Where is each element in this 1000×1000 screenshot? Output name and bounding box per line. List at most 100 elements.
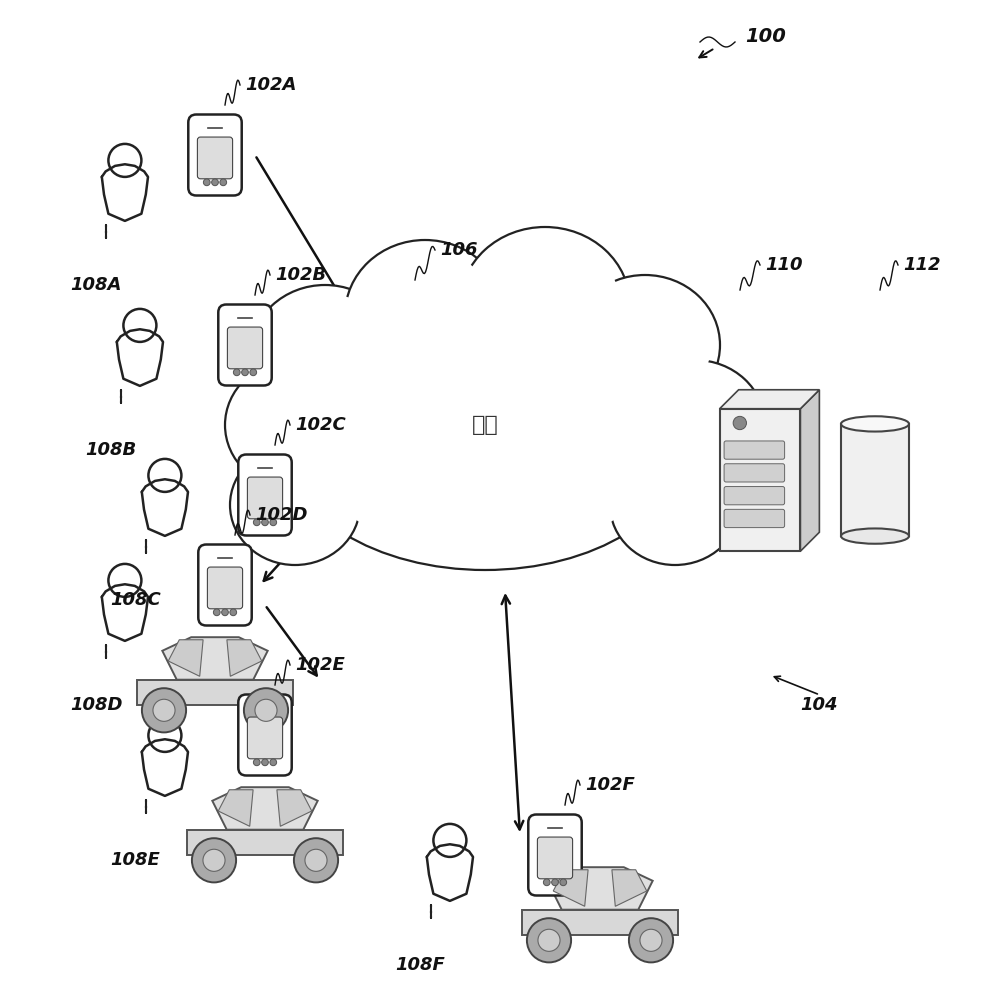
Text: 102D: 102D <box>255 506 308 524</box>
Circle shape <box>108 564 141 597</box>
Polygon shape <box>142 739 188 796</box>
FancyBboxPatch shape <box>724 441 785 459</box>
Text: 108B: 108B <box>85 441 136 459</box>
Circle shape <box>294 838 338 882</box>
Ellipse shape <box>230 445 360 565</box>
Polygon shape <box>612 870 647 906</box>
Text: 104: 104 <box>800 696 838 714</box>
Text: 102B: 102B <box>275 266 326 284</box>
Circle shape <box>148 719 181 752</box>
Polygon shape <box>227 640 262 676</box>
Circle shape <box>560 879 567 886</box>
Polygon shape <box>142 479 188 536</box>
Text: 108C: 108C <box>110 591 161 609</box>
Circle shape <box>527 918 571 962</box>
Circle shape <box>242 369 248 376</box>
Ellipse shape <box>230 445 360 565</box>
Circle shape <box>629 918 673 962</box>
Ellipse shape <box>345 240 505 390</box>
Polygon shape <box>720 409 800 551</box>
Polygon shape <box>168 640 203 676</box>
FancyBboxPatch shape <box>227 327 263 369</box>
Circle shape <box>305 849 327 871</box>
Text: 102C: 102C <box>295 416 346 434</box>
Ellipse shape <box>233 368 357 482</box>
Circle shape <box>212 179 218 186</box>
Ellipse shape <box>225 360 365 490</box>
FancyBboxPatch shape <box>724 487 785 505</box>
Ellipse shape <box>355 249 495 381</box>
FancyBboxPatch shape <box>218 304 272 385</box>
Polygon shape <box>553 870 588 906</box>
Polygon shape <box>102 164 148 221</box>
Circle shape <box>250 369 257 376</box>
FancyBboxPatch shape <box>247 477 283 519</box>
Ellipse shape <box>285 320 685 570</box>
Text: 100: 100 <box>745 27 786 46</box>
FancyBboxPatch shape <box>247 717 283 759</box>
Polygon shape <box>427 844 473 901</box>
Ellipse shape <box>390 365 580 545</box>
Circle shape <box>270 519 277 526</box>
Circle shape <box>233 369 240 376</box>
FancyBboxPatch shape <box>207 567 243 609</box>
Ellipse shape <box>618 452 732 558</box>
Ellipse shape <box>470 236 620 374</box>
Circle shape <box>244 688 288 732</box>
FancyBboxPatch shape <box>188 114 242 196</box>
Ellipse shape <box>238 452 352 558</box>
Polygon shape <box>117 329 163 386</box>
Polygon shape <box>162 637 268 680</box>
Circle shape <box>142 688 186 732</box>
Ellipse shape <box>460 227 630 383</box>
Polygon shape <box>102 584 148 641</box>
Ellipse shape <box>250 285 400 425</box>
Polygon shape <box>522 910 678 935</box>
FancyBboxPatch shape <box>238 694 292 776</box>
Ellipse shape <box>345 240 505 390</box>
FancyBboxPatch shape <box>724 464 785 482</box>
Ellipse shape <box>610 445 740 565</box>
Circle shape <box>262 519 268 526</box>
Ellipse shape <box>579 283 711 407</box>
Text: 108D: 108D <box>70 696 122 714</box>
Circle shape <box>213 609 220 616</box>
FancyBboxPatch shape <box>198 544 252 626</box>
Ellipse shape <box>625 360 765 490</box>
Circle shape <box>148 459 181 492</box>
Ellipse shape <box>259 293 391 417</box>
Ellipse shape <box>841 416 909 432</box>
Polygon shape <box>218 790 253 826</box>
Polygon shape <box>720 390 819 409</box>
Circle shape <box>255 699 277 721</box>
Ellipse shape <box>625 360 765 490</box>
FancyBboxPatch shape <box>724 509 785 528</box>
Text: 102F: 102F <box>585 776 635 794</box>
Ellipse shape <box>633 368 757 482</box>
Ellipse shape <box>841 528 909 544</box>
Text: 108F: 108F <box>395 956 445 974</box>
Circle shape <box>203 179 210 186</box>
Circle shape <box>108 144 141 177</box>
Ellipse shape <box>570 275 720 415</box>
Circle shape <box>733 416 746 430</box>
Ellipse shape <box>570 275 720 415</box>
Polygon shape <box>277 790 312 826</box>
Text: 102E: 102E <box>295 656 345 674</box>
Text: 102A: 102A <box>245 76 296 94</box>
FancyBboxPatch shape <box>197 137 233 179</box>
Polygon shape <box>212 787 318 830</box>
FancyBboxPatch shape <box>528 814 582 896</box>
FancyBboxPatch shape <box>238 454 292 536</box>
Circle shape <box>262 759 268 766</box>
Circle shape <box>640 929 662 951</box>
Ellipse shape <box>250 285 400 425</box>
Text: 网络: 网络 <box>472 415 498 435</box>
Ellipse shape <box>225 360 365 490</box>
Polygon shape <box>800 390 819 551</box>
Circle shape <box>192 838 236 882</box>
Ellipse shape <box>610 445 740 565</box>
Polygon shape <box>187 830 343 855</box>
Polygon shape <box>137 680 293 705</box>
Text: 106: 106 <box>440 241 478 259</box>
